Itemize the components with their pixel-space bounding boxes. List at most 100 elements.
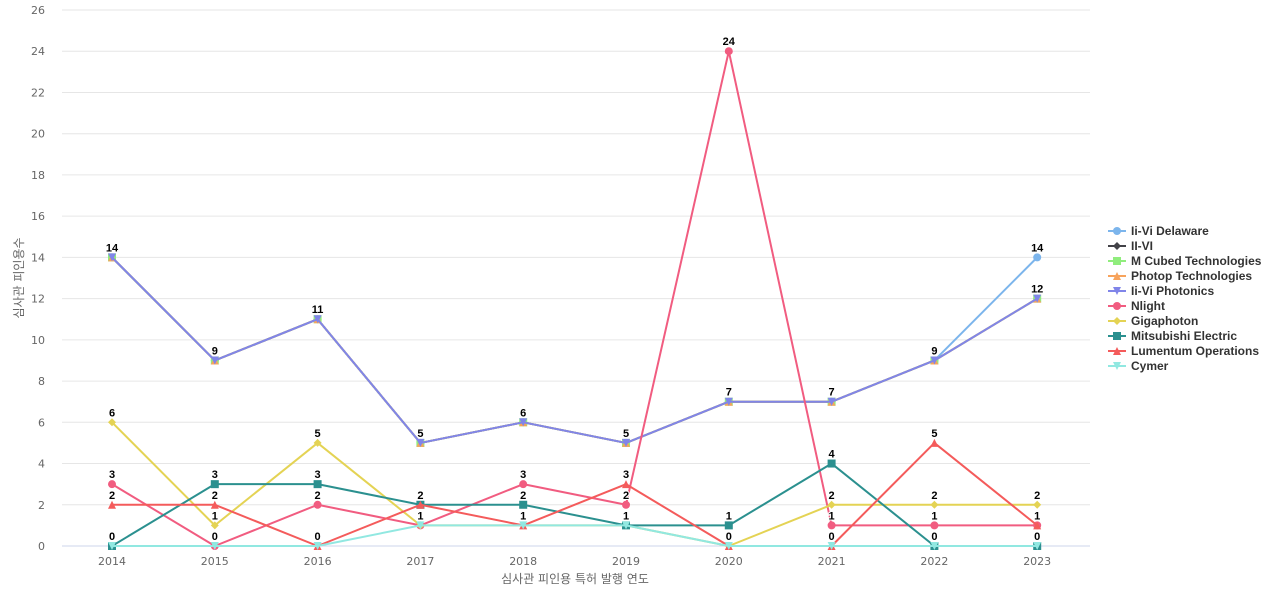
data-point[interactable] <box>313 542 322 550</box>
data-point[interactable] <box>416 500 425 509</box>
legend-item-gigaphoton[interactable]: Gigaphoton <box>1108 313 1261 328</box>
data-point[interactable] <box>108 500 116 509</box>
legend-item-lumentum-operations[interactable]: Lumentum Operations <box>1108 343 1261 358</box>
y-tick-label: 22 <box>31 86 45 99</box>
data-label: 9 <box>212 345 218 357</box>
x-tick-label: 2018 <box>509 555 537 568</box>
data-label: 1 <box>726 510 732 522</box>
data-label: 2 <box>520 490 526 502</box>
x-tick-label: 2014 <box>98 555 126 568</box>
data-point[interactable] <box>622 500 630 509</box>
data-point[interactable] <box>519 480 528 489</box>
data-point[interactable] <box>724 47 733 56</box>
series-ii-vi[interactable] <box>108 253 1042 447</box>
legend-item-cymer[interactable]: Cymer <box>1108 358 1261 373</box>
data-point[interactable] <box>724 542 733 550</box>
y-tick-label: 14 <box>31 251 45 264</box>
y-tick-label: 8 <box>38 375 45 388</box>
data-point[interactable] <box>827 397 836 406</box>
data-point[interactable] <box>827 459 836 468</box>
data-label: 6 <box>109 407 115 419</box>
data-point[interactable] <box>108 418 116 427</box>
data-point[interactable] <box>827 521 836 530</box>
data-point[interactable] <box>416 521 425 530</box>
data-point[interactable] <box>1033 542 1042 550</box>
legend-label: Lumentum Operations <box>1131 343 1260 358</box>
data-label: 1 <box>623 510 629 522</box>
data-point[interactable] <box>313 315 322 324</box>
data-point[interactable] <box>930 500 939 509</box>
data-point[interactable] <box>210 500 219 509</box>
data-point[interactable] <box>313 500 322 509</box>
data-point[interactable] <box>1033 253 1042 262</box>
legend-item-mitsubishi-electric[interactable]: Mitsubishi Electric <box>1108 328 1261 343</box>
data-label: 0 <box>829 531 835 543</box>
series-lines <box>108 47 1042 550</box>
data-point[interactable] <box>930 542 939 550</box>
data-label: 1 <box>1034 510 1040 522</box>
data-label: 1 <box>931 510 937 522</box>
series-m-cubed-technologies[interactable] <box>108 253 1042 447</box>
data-point[interactable] <box>930 438 939 447</box>
data-point[interactable] <box>416 438 425 447</box>
data-label: 5 <box>931 428 937 440</box>
data-point[interactable] <box>827 500 836 509</box>
x-tick-label: 2016 <box>304 555 332 568</box>
data-label: 0 <box>212 531 218 543</box>
data-point[interactable] <box>519 418 528 427</box>
series-cymer[interactable] <box>108 521 1042 550</box>
circle-marker-icon <box>1108 226 1126 235</box>
data-point[interactable] <box>108 253 116 262</box>
legend-label: Mitsubishi Electric <box>1131 328 1238 343</box>
data-point[interactable] <box>519 500 528 509</box>
series-ii-vi-delaware[interactable] <box>108 253 1042 447</box>
data-point[interactable] <box>210 542 219 550</box>
legend-label: M Cubed Technologies <box>1131 253 1262 268</box>
data-point[interactable] <box>622 480 630 489</box>
legend-item-nlight[interactable]: Nlight <box>1108 298 1261 313</box>
legend-item-ii-vi[interactable]: II-VI <box>1108 238 1261 253</box>
legend-item-ii-vi-photonics[interactable]: Ii-Vi Photonics <box>1108 283 1261 298</box>
data-point[interactable] <box>313 480 322 489</box>
legend-label: Cymer <box>1131 358 1169 373</box>
data-label: 0 <box>726 531 732 543</box>
y-tick-label: 0 <box>38 540 45 553</box>
series-ii-vi-photonics[interactable] <box>108 253 1042 447</box>
data-point[interactable] <box>519 521 528 530</box>
x-axis-ticks: 2014 2015 2016 2017 2018 2019 2020 2021 2022 2023 <box>98 555 1051 568</box>
data-point[interactable] <box>1033 500 1042 509</box>
legend-item-photop-technologies[interactable]: Photop Technologies <box>1108 268 1261 283</box>
data-point[interactable] <box>622 438 630 447</box>
y-tick-label: 4 <box>38 458 45 471</box>
data-point[interactable] <box>827 542 836 550</box>
x-tick-label: 2020 <box>715 555 743 568</box>
data-label: 5 <box>315 428 321 440</box>
data-point[interactable] <box>930 521 939 530</box>
series-photop-technologies[interactable] <box>108 253 1042 447</box>
y-tick-label: 6 <box>38 416 45 429</box>
data-point[interactable] <box>622 521 630 530</box>
y-tick-label: 10 <box>31 334 45 347</box>
data-point[interactable] <box>210 356 219 365</box>
data-point[interactable] <box>724 521 733 530</box>
data-point[interactable] <box>313 438 322 447</box>
data-label: 3 <box>315 469 321 481</box>
data-point[interactable] <box>930 356 939 365</box>
y-tick-label: 12 <box>31 293 45 306</box>
data-point[interactable] <box>1033 521 1042 530</box>
data-label: 2 <box>1034 490 1040 502</box>
legend-item-ii-vi-delaware[interactable]: Ii-Vi Delaware <box>1108 223 1261 238</box>
data-point[interactable] <box>724 397 733 406</box>
circle-marker-icon <box>1108 301 1126 310</box>
data-label: 2 <box>931 490 937 502</box>
data-point[interactable] <box>108 480 116 489</box>
data-point[interactable] <box>210 521 219 530</box>
data-point[interactable] <box>210 480 219 489</box>
grid-lines <box>62 9 1090 547</box>
data-label: 11 <box>312 304 324 316</box>
legend-item-m-cubed-technologies[interactable]: M Cubed Technologies <box>1108 253 1261 268</box>
diamond-marker-icon <box>1108 241 1126 250</box>
data-point[interactable] <box>108 542 116 550</box>
data-point[interactable] <box>1033 294 1042 303</box>
